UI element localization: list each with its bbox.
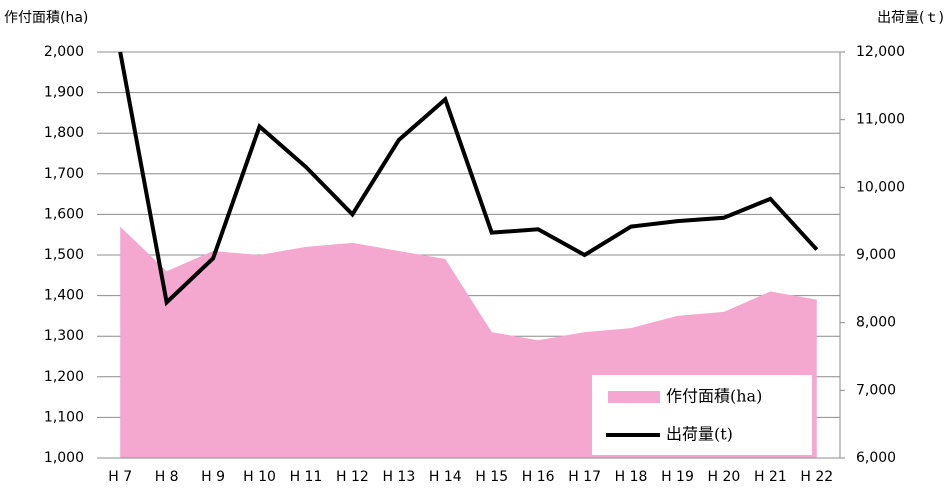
- y-tick-label: 1,700: [44, 166, 84, 182]
- y-tick-label: 1,500: [44, 247, 84, 263]
- y2-tick-label: 11,000: [856, 112, 905, 128]
- x-tick-label: H 15: [475, 469, 508, 485]
- line: [118, 51, 819, 307]
- y2-axis-title: 出荷量(ｔ): [877, 10, 944, 26]
- legend-label: 作付面積(ha): [666, 387, 762, 406]
- x-tick-label: H 21: [754, 469, 787, 485]
- y2-tick-label: 9,000: [856, 247, 896, 263]
- y-tick-label: 1,400: [44, 288, 84, 304]
- x-tick-label: H 8: [155, 469, 179, 485]
- y-tick-label: 1,900: [44, 85, 84, 101]
- x-tick-label: H 20: [708, 469, 741, 485]
- x-tick-label: H 14: [429, 469, 462, 485]
- y-tick-label: 1,300: [44, 328, 84, 344]
- x-tick-label: H 12: [336, 469, 369, 485]
- y2-tick-label: 10,000: [856, 179, 905, 195]
- x-tick-label: H 7: [108, 469, 132, 485]
- x-tick-label: H 10: [243, 469, 276, 485]
- x-tick-label: H 11: [290, 469, 323, 485]
- x-tick-label: H 13: [382, 469, 415, 485]
- y-tick-label: 1,000: [44, 450, 84, 466]
- x-tick-label: H 22: [800, 469, 833, 485]
- x-tick-label: H 16: [522, 469, 555, 485]
- y-tick-label: 1,800: [44, 125, 84, 141]
- x-tick-label: H 19: [661, 469, 694, 485]
- x-tick-label: H 18: [615, 469, 648, 485]
- y-tick-label: 1,600: [44, 206, 84, 222]
- legend: 作付面積(ha) 出荷量(t): [592, 375, 812, 455]
- legend-swatch: [608, 391, 660, 403]
- y-tick-label: 1,100: [44, 409, 84, 425]
- legend-label: 出荷量(t): [666, 425, 733, 444]
- y-tick-label: 1,200: [44, 369, 84, 385]
- y2-tick-label: 6,000: [856, 450, 896, 466]
- y-tick-label: 2,000: [44, 44, 84, 60]
- y2-tick-label: 7,000: [856, 382, 896, 398]
- x-tick-label: H 17: [568, 469, 601, 485]
- legend-box: [592, 375, 812, 455]
- x-tick-label: H 9: [201, 469, 225, 485]
- y-axis-title: 作付面積(ha): [4, 10, 88, 26]
- y2-tick-label: 12,000: [856, 44, 905, 60]
- y2-tick-label: 8,000: [856, 315, 896, 331]
